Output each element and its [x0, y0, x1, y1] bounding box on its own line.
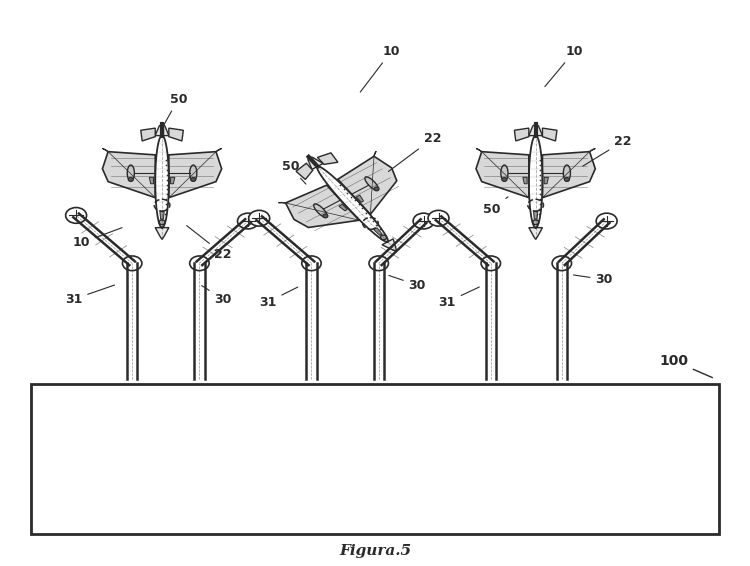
Polygon shape [542, 128, 557, 141]
Polygon shape [169, 128, 183, 141]
Polygon shape [160, 212, 164, 219]
Polygon shape [529, 228, 542, 239]
Circle shape [481, 256, 500, 271]
Text: 22: 22 [388, 132, 441, 171]
Text: 50: 50 [164, 93, 187, 126]
Circle shape [596, 213, 617, 229]
Circle shape [564, 178, 569, 182]
Text: 10: 10 [360, 45, 400, 92]
Polygon shape [544, 177, 548, 184]
Polygon shape [141, 128, 155, 141]
Circle shape [369, 256, 388, 271]
Polygon shape [128, 165, 134, 181]
Text: 30: 30 [388, 276, 426, 291]
Polygon shape [103, 152, 155, 198]
Polygon shape [314, 204, 327, 217]
Text: 31: 31 [439, 287, 479, 308]
Circle shape [190, 256, 209, 271]
Circle shape [322, 214, 328, 218]
Polygon shape [476, 152, 529, 198]
Text: 10: 10 [545, 45, 583, 87]
Polygon shape [374, 228, 382, 235]
Bar [32, 384, 718, 534]
Text: Figura.5: Figura.5 [339, 544, 411, 558]
Polygon shape [542, 152, 596, 198]
Circle shape [159, 220, 165, 225]
Circle shape [249, 211, 270, 226]
Polygon shape [382, 239, 397, 251]
Polygon shape [523, 177, 527, 184]
Circle shape [238, 213, 259, 229]
Text: 50: 50 [483, 197, 508, 216]
Polygon shape [169, 152, 222, 198]
Polygon shape [563, 165, 571, 181]
Polygon shape [296, 163, 313, 179]
Polygon shape [365, 177, 379, 190]
Text: 22: 22 [187, 226, 232, 261]
Polygon shape [501, 165, 508, 181]
Polygon shape [514, 128, 529, 141]
Text: 100: 100 [659, 354, 712, 378]
Polygon shape [190, 165, 196, 181]
Polygon shape [356, 195, 364, 202]
Circle shape [413, 213, 434, 229]
Circle shape [128, 178, 133, 182]
Polygon shape [170, 177, 175, 184]
Polygon shape [155, 228, 169, 239]
Circle shape [190, 178, 196, 182]
Circle shape [502, 178, 507, 182]
Text: 31: 31 [260, 287, 298, 308]
Text: 31: 31 [65, 285, 115, 306]
Text: 30: 30 [202, 286, 232, 306]
Circle shape [122, 256, 142, 271]
Polygon shape [317, 153, 338, 164]
Polygon shape [338, 156, 397, 215]
Polygon shape [529, 124, 542, 136]
Circle shape [532, 220, 538, 225]
Circle shape [380, 235, 387, 240]
Polygon shape [339, 204, 347, 211]
Text: 10: 10 [72, 228, 122, 250]
Polygon shape [149, 177, 154, 184]
Text: 22: 22 [583, 135, 632, 166]
Circle shape [374, 187, 379, 191]
Polygon shape [308, 157, 323, 169]
Text: 30: 30 [574, 273, 613, 286]
Circle shape [302, 256, 321, 271]
Circle shape [428, 211, 449, 226]
Polygon shape [286, 185, 359, 228]
Text: 50: 50 [281, 160, 306, 184]
Polygon shape [155, 124, 169, 136]
Polygon shape [533, 212, 538, 219]
Circle shape [552, 256, 572, 271]
Circle shape [66, 208, 86, 224]
